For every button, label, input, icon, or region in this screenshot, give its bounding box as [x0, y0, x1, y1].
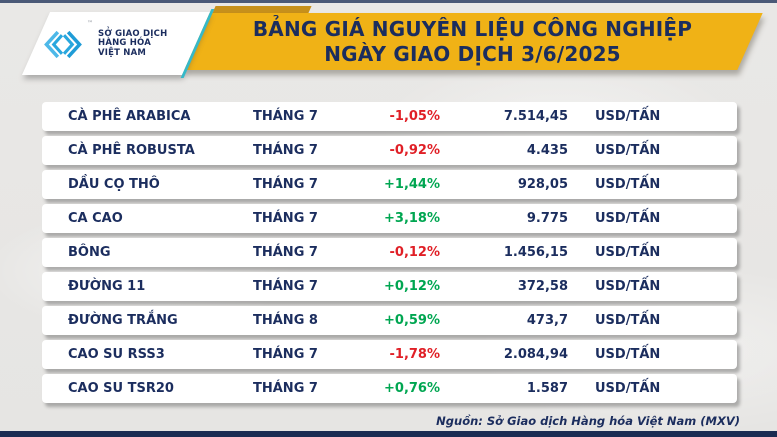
price-value: 9.775: [526, 211, 568, 226]
price-value: 928,05: [517, 177, 568, 192]
price-unit: USD/TẤN: [595, 313, 661, 328]
price-unit: USD/TẤN: [595, 211, 661, 226]
change-percent: +0,76%: [384, 381, 440, 396]
org-name-line3: VIỆT NAM: [98, 47, 147, 58]
price-unit: USD/TẤN: [595, 347, 661, 362]
price-value: 1.456,15: [503, 245, 568, 260]
contract-month: THÁNG 7: [253, 279, 318, 294]
price-value: 2.084,94: [503, 347, 568, 362]
change-percent: +0,12%: [384, 279, 440, 294]
contract-month: THÁNG 7: [253, 109, 318, 124]
price-value: 1.587: [526, 381, 568, 396]
price-value: 4.435: [526, 143, 568, 158]
table-row: CAO SU TSR20 THÁNG 7 +0,76% 1.587 USD/TẤ…: [42, 374, 737, 403]
change-percent: +0,59%: [384, 313, 440, 328]
commodity-name: ĐƯỜNG TRẮNG: [68, 313, 178, 328]
price-unit: USD/TẤN: [595, 245, 661, 260]
contract-month: THÁNG 7: [253, 347, 318, 362]
table-row: CA CAO THÁNG 7 +3,18% 9.775 USD/TẤN: [42, 204, 737, 233]
table-row: CAO SU RSS3 THÁNG 7 -1,78% 2.084,94 USD/…: [42, 340, 737, 369]
table-row: ĐƯỜNG 11 THÁNG 7 +0,12% 372,58 USD/TẤN: [42, 272, 737, 301]
commodity-name: CA CAO: [68, 211, 123, 226]
change-percent: -0,12%: [389, 245, 441, 260]
page-title: BẢNG GIÁ NGUYÊN LIỆU CÔNG NGHIỆP NGÀY GI…: [195, 13, 750, 70]
price-unit: USD/TẤN: [595, 177, 661, 192]
change-percent: -0,92%: [389, 143, 441, 158]
price-unit: USD/TẤN: [595, 279, 661, 294]
page-title-line1: BẢNG GIÁ NGUYÊN LIỆU CÔNG NGHIỆP: [252, 16, 693, 41]
change-percent: +3,18%: [384, 211, 440, 226]
change-percent: -1,05%: [389, 109, 441, 124]
commodity-name: DẦU CỌ THÔ: [68, 177, 160, 192]
commodity-name: CAO SU RSS3: [68, 347, 165, 362]
price-value: 372,58: [517, 279, 568, 294]
table-row: DẦU CỌ THÔ THÁNG 7 +1,44% 928,05 USD/TẤN: [42, 170, 737, 199]
org-name-line1: SỞ GIAO DỊCH: [98, 28, 168, 39]
change-percent: +1,44%: [384, 177, 440, 192]
commodity-name: CÀ PHÊ ROBUSTA: [68, 143, 195, 158]
commodity-price-table: CÀ PHÊ ARABICA THÁNG 7 -1,05% 7.514,45 U…: [42, 102, 737, 408]
price-unit: USD/TẤN: [595, 381, 661, 396]
org-name-line2: HÀNG HÓA: [98, 38, 152, 49]
bottom-navy-bar: [0, 431, 777, 437]
mxv-chevron-icon: [44, 30, 82, 58]
contract-month: THÁNG 7: [253, 211, 318, 226]
table-row: CÀ PHÊ ROBUSTA THÁNG 7 -0,92% 4.435 USD/…: [42, 136, 737, 165]
price-unit: USD/TẤN: [595, 109, 661, 124]
source-note: Nguồn: Sở Giao dịch Hàng hóa Việt Nam (M…: [436, 414, 740, 428]
contract-month: THÁNG 7: [253, 177, 318, 192]
trademark-symbol: ™: [87, 20, 93, 27]
table-row: ĐƯỜNG TRẮNG THÁNG 8 +0,59% 473,7 USD/TẤN: [42, 306, 737, 335]
price-unit: USD/TẤN: [595, 143, 661, 158]
contract-month: THÁNG 7: [253, 143, 318, 158]
mxv-org-name: SỞ GIAO DỊCH HÀNG HÓA VIỆT NAM: [98, 28, 168, 59]
commodity-name: ĐƯỜNG 11: [68, 279, 146, 294]
mxv-logo: ™ SỞ GIAO DỊCH HÀNG HÓA VIỆT NAM: [40, 18, 192, 70]
contract-month: THÁNG 7: [253, 245, 318, 260]
commodity-name: CÀ PHÊ ARABICA: [68, 109, 191, 124]
price-value: 7.514,45: [503, 109, 568, 124]
commodity-name: CAO SU TSR20: [68, 381, 174, 396]
commodity-name: BÔNG: [68, 245, 111, 260]
page-title-line2: NGÀY GIAO DỊCH 3/6/2025: [324, 41, 621, 66]
contract-month: THÁNG 7: [253, 381, 318, 396]
top-border-line: [0, 0, 777, 3]
table-row: CÀ PHÊ ARABICA THÁNG 7 -1,05% 7.514,45 U…: [42, 102, 737, 131]
contract-month: THÁNG 8: [253, 313, 318, 328]
price-value: 473,7: [526, 313, 568, 328]
change-percent: -1,78%: [389, 347, 441, 362]
table-row: BÔNG THÁNG 7 -0,12% 1.456,15 USD/TẤN: [42, 238, 737, 267]
